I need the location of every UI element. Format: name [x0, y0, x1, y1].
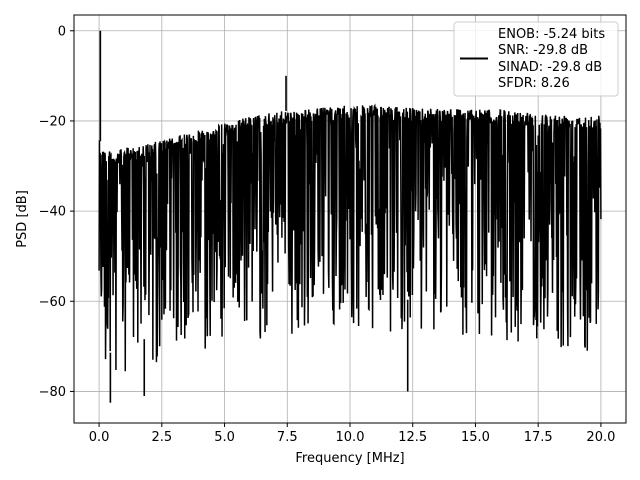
x-tick-label: 12.5 [398, 430, 427, 445]
plot-area [98, 30, 602, 403]
x-tick-label: 0.0 [89, 430, 110, 445]
y-tick-label: −60 [39, 295, 66, 310]
x-tick-label: 2.5 [151, 430, 172, 445]
legend-enob: ENOB: -5.24 bits [498, 27, 605, 42]
y-tick-label: −80 [39, 385, 66, 400]
x-tick-label: 15.0 [461, 430, 490, 445]
legend-snr: SNR: -29.8 dB [498, 43, 588, 58]
legend: ENOB: -5.24 bits SNR: -29.8 dB SINAD: -2… [453, 21, 619, 97]
legend-sfdr: SFDR: 8.26 [498, 76, 570, 91]
x-axis-ticks: 0.0 2.5 5.0 7.5 10.0 12.5 15.0 17.5 20.0 [89, 423, 615, 445]
x-tick-label: 5.0 [214, 430, 235, 445]
y-tick-label: −20 [39, 114, 66, 129]
x-tick-label: 10.0 [336, 430, 365, 445]
y-axis-ticks: 0 −20 −40 −60 −80 [39, 24, 74, 400]
y-tick-label: −40 [39, 205, 66, 220]
legend-box [453, 21, 619, 97]
x-tick-label: 17.5 [524, 430, 553, 445]
y-tick-label: 0 [58, 24, 66, 39]
legend-sinad: SINAD: -29.8 dB [498, 60, 602, 75]
y-axis-label: PSD [dB] [15, 190, 30, 248]
psd-series-line [98, 103, 602, 372]
x-tick-label: 7.5 [277, 430, 298, 445]
x-axis-label: Frequency [MHz] [295, 451, 404, 466]
x-tick-label: 20.0 [586, 430, 615, 445]
